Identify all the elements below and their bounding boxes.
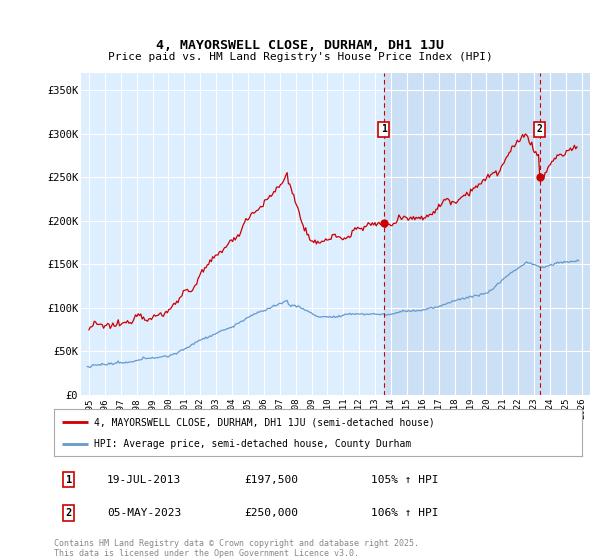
Bar [572,73,590,395]
Text: Price paid vs. HM Land Registry's House Price Index (HPI): Price paid vs. HM Land Registry's House … [107,52,493,62]
Text: 19-JUL-2013: 19-JUL-2013 [107,475,181,484]
Text: £250,000: £250,000 [244,508,298,518]
Text: 2: 2 [536,124,542,134]
Text: 2: 2 [65,508,72,518]
Text: Contains HM Land Registry data © Crown copyright and database right 2025.
This d: Contains HM Land Registry data © Crown c… [54,539,419,558]
Text: 4, MAYORSWELL CLOSE, DURHAM, DH1 1JU: 4, MAYORSWELL CLOSE, DURHAM, DH1 1JU [156,39,444,53]
Text: 1: 1 [65,475,72,484]
Text: £197,500: £197,500 [244,475,298,484]
Text: 105% ↑ HPI: 105% ↑ HPI [371,475,438,484]
Text: 106% ↑ HPI: 106% ↑ HPI [371,508,438,518]
Text: 05-MAY-2023: 05-MAY-2023 [107,508,181,518]
Bar [384,73,590,395]
Text: 1: 1 [381,124,386,134]
Text: HPI: Average price, semi-detached house, County Durham: HPI: Average price, semi-detached house,… [94,439,411,449]
Text: 4, MAYORSWELL CLOSE, DURHAM, DH1 1JU (semi-detached house): 4, MAYORSWELL CLOSE, DURHAM, DH1 1JU (se… [94,417,434,427]
